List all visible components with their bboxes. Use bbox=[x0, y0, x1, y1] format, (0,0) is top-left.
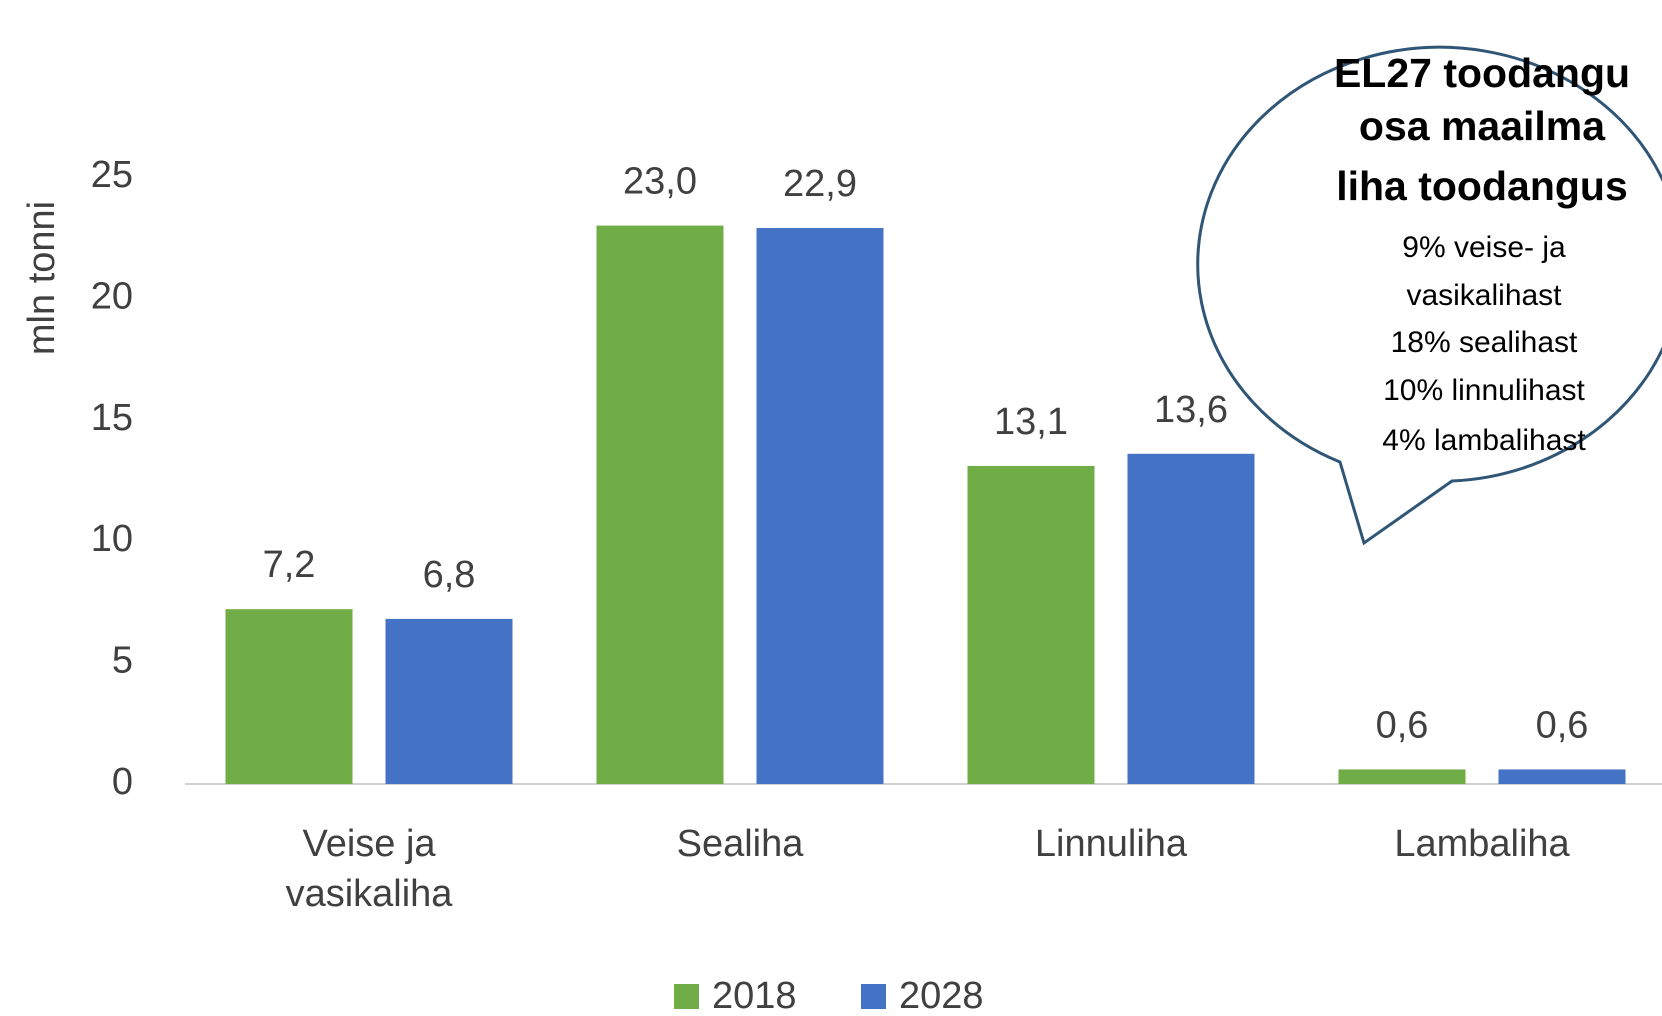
callout-bubble bbox=[1196, 45, 1662, 546]
y-tick-label: 5 bbox=[112, 640, 133, 682]
data-label: 0,6 bbox=[1376, 704, 1429, 746]
x-tick-label: Linnuliha bbox=[1035, 823, 1188, 865]
data-label: 22,9 bbox=[783, 163, 857, 205]
bar bbox=[1127, 453, 1255, 784]
x-tick-label: Veise ja vasikaliha bbox=[286, 823, 454, 915]
x-tick-label: Lambaliha bbox=[1394, 823, 1570, 865]
data-label: 23,0 bbox=[623, 161, 697, 203]
callout-title: osa maailma bbox=[1359, 103, 1606, 149]
y-tick-label: 0 bbox=[112, 761, 133, 803]
bar bbox=[967, 465, 1095, 784]
callout-title: liha toodangus bbox=[1336, 163, 1628, 209]
y-tick-label: 15 bbox=[91, 397, 133, 439]
callout-line: 9% veise- ja bbox=[1402, 231, 1566, 264]
legend-swatch bbox=[674, 984, 699, 1009]
data-label: 7,2 bbox=[263, 544, 316, 586]
callout-line: 10% linnulihast bbox=[1383, 374, 1585, 407]
bar bbox=[756, 227, 884, 784]
y-axis-label: mln tonni bbox=[21, 201, 63, 355]
bar bbox=[385, 618, 513, 784]
bar bbox=[225, 609, 353, 784]
callout-line: 18% sealihast bbox=[1391, 326, 1578, 359]
bar bbox=[1498, 769, 1626, 784]
bar bbox=[1338, 769, 1466, 784]
data-label: 13,6 bbox=[1154, 389, 1228, 431]
y-tick-label: 25 bbox=[91, 154, 133, 196]
x-tick-label: Sealiha bbox=[677, 823, 805, 865]
data-label: 6,8 bbox=[423, 554, 476, 596]
legend-swatch bbox=[861, 984, 886, 1009]
callout-line: 4% lambalihast bbox=[1382, 424, 1586, 457]
legend-label: 2018 bbox=[712, 975, 797, 1016]
data-label: 13,1 bbox=[994, 401, 1068, 443]
bar bbox=[596, 225, 724, 784]
legend-label: 2028 bbox=[899, 975, 984, 1016]
y-tick-label: 20 bbox=[91, 275, 133, 317]
data-label: 0,6 bbox=[1536, 704, 1589, 746]
y-tick-label: 10 bbox=[91, 518, 133, 560]
callout-line: vasikalihast bbox=[1406, 279, 1562, 312]
callout-title: EL27 toodangu bbox=[1334, 50, 1630, 96]
